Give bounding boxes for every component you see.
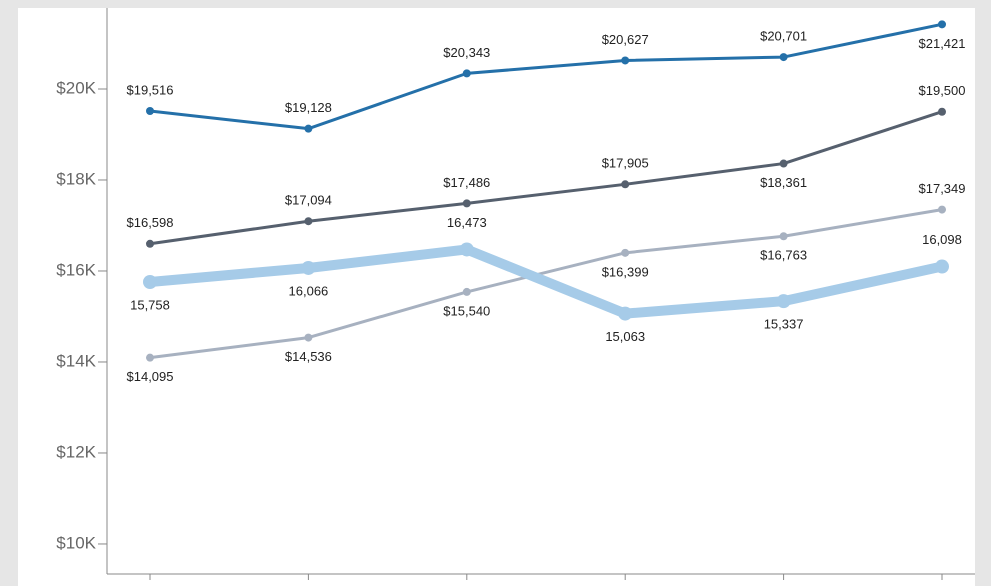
data-point (304, 333, 313, 342)
data-point (621, 248, 630, 257)
series-line (148, 208, 944, 360)
value-label: 16,098 (922, 232, 962, 247)
data-point (304, 217, 313, 226)
y-tick-label: $18K (56, 169, 96, 188)
data-point (146, 107, 154, 116)
value-label: 15,063 (605, 329, 645, 344)
series-line (148, 110, 944, 246)
data-point (938, 205, 946, 214)
value-label: $20,701 (760, 29, 807, 44)
data-point (938, 20, 946, 29)
value-label: $16,598 (127, 215, 174, 230)
value-label: $20,627 (602, 32, 649, 47)
y-tick-label: $16K (56, 260, 96, 279)
value-label: $18,361 (760, 175, 807, 190)
data-point (462, 199, 471, 208)
value-label: $14,536 (285, 349, 332, 364)
value-label: $19,128 (285, 100, 332, 115)
value-label: $15,540 (443, 303, 490, 318)
value-label: 16,473 (447, 215, 487, 230)
data-point (462, 69, 471, 78)
value-label: $17,486 (443, 175, 490, 190)
value-label: $17,349 (919, 181, 966, 196)
data-point (459, 242, 474, 257)
y-tick-label: $10K (56, 533, 96, 552)
data-point (938, 107, 946, 116)
data-point (779, 159, 788, 168)
data-point (779, 53, 788, 62)
data-point (776, 294, 791, 309)
value-label: $16,763 (760, 248, 807, 263)
value-label: $21,421 (919, 36, 966, 51)
data-point (621, 56, 630, 65)
value-label: $19,516 (127, 82, 174, 97)
value-label: $17,094 (285, 193, 332, 208)
data-point (304, 124, 313, 133)
value-label: 15,337 (764, 317, 804, 332)
data-point (146, 353, 154, 362)
y-tick-label: $14K (56, 351, 96, 370)
data-point (462, 287, 471, 296)
data-point (621, 180, 630, 189)
value-label: $14,095 (127, 369, 174, 384)
data-point (779, 232, 788, 241)
value-label: $20,343 (443, 45, 490, 60)
data-point (146, 239, 154, 248)
value-label: $16,399 (602, 264, 649, 279)
y-tick-label: $12K (56, 442, 96, 461)
data-point (935, 259, 949, 274)
value-label: $19,500 (919, 83, 966, 98)
y-tick-label: $20K (56, 78, 96, 97)
data-point (618, 306, 633, 321)
value-label: $17,905 (602, 156, 649, 171)
data-point (301, 260, 316, 275)
data-point (143, 274, 157, 289)
value-label: 16,066 (289, 283, 329, 298)
value-label: 15,758 (130, 297, 170, 312)
series-line (145, 244, 947, 319)
series-line (148, 22, 944, 131)
